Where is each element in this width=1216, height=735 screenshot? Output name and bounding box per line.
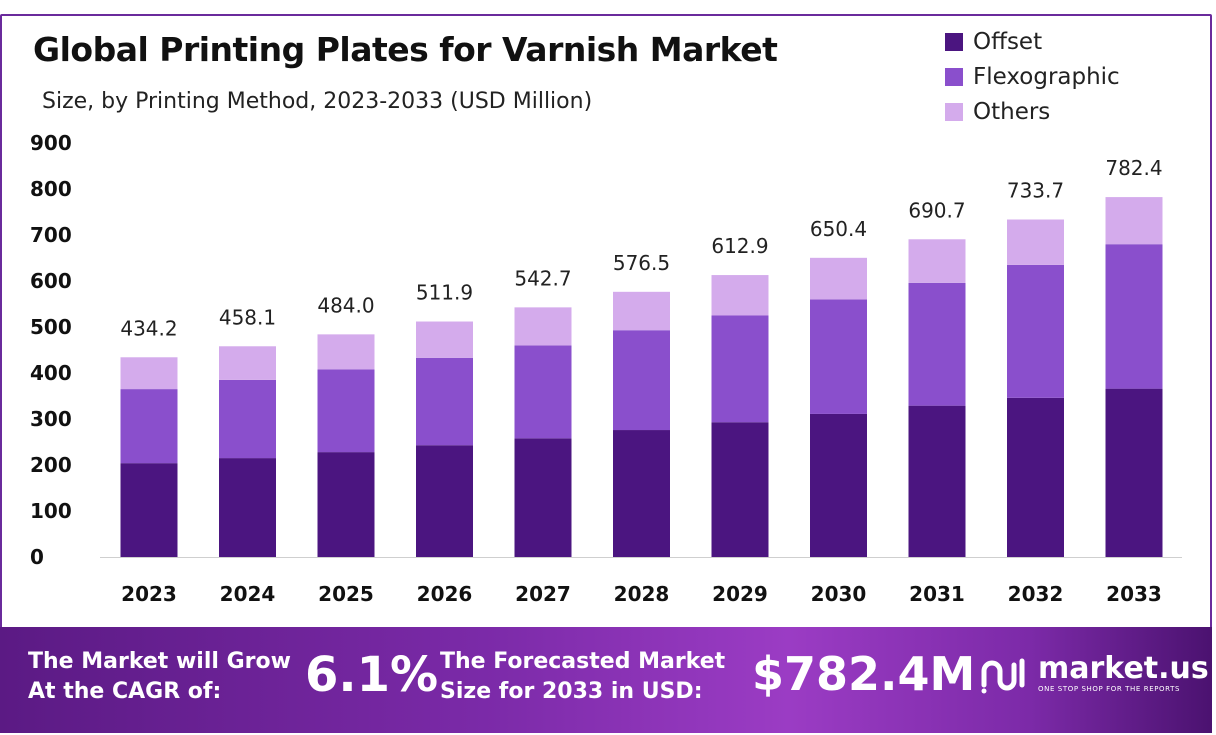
x-tick-label: 2023 [121,582,177,606]
bar-total-label: 458.1 [219,305,276,329]
bar-total-label: 650.4 [810,217,867,241]
cagr-label-line2: At the CAGR of: [28,679,222,704]
x-tick-label: 2032 [1008,582,1064,606]
y-tick-label: 300 [30,407,72,431]
bar-offset-2029 [711,422,769,557]
legend-swatch-others [945,102,963,121]
legend-item-flexographic: Flexographic [945,59,1120,94]
bar-offset-2025 [317,452,375,557]
x-tick-label: 2030 [811,582,867,606]
forecast-label-line2: Size for 2033 in USD: [440,679,703,704]
bar-total-label: 542.7 [514,266,571,290]
x-tick-label: 2028 [614,582,670,606]
bar-offset-2026 [416,445,473,557]
legend-swatch-flexographic [945,67,963,86]
y-tick-label: 900 [30,131,72,155]
bar-flexographic-2033 [1105,244,1163,389]
forecast-label: The Forecasted Market Size for 2033 in U… [440,647,725,707]
bar-total-label: 511.9 [416,281,473,305]
forecast-label-line1: The Forecasted Market [440,649,726,674]
bar-others-2031 [908,239,966,283]
bar-others-2023 [120,357,178,390]
bar-total-label: 690.7 [908,198,965,222]
y-tick-label: 700 [30,223,72,247]
x-tick-label: 2031 [909,582,965,606]
bar-offset-2031 [908,405,966,557]
bar-flexographic-2031 [908,282,966,406]
bar-total-label: 733.7 [1007,178,1064,202]
bar-others-2024 [219,346,276,380]
bar-offset-2023 [120,463,178,557]
legend-item-offset: Offset [945,24,1120,59]
bar-flexographic-2028 [613,330,670,431]
bar-others-2025 [317,334,375,370]
y-tick-label: 0 [30,545,44,569]
cagr-value: 6.1% [305,647,439,703]
y-tick-label: 200 [30,453,72,477]
bar-total-label: 484.0 [317,293,374,317]
bar-total-label: 434.2 [120,316,177,340]
x-tick-label: 2024 [220,582,276,606]
legend: Offset Flexographic Others [945,24,1120,129]
bar-offset-2028 [613,430,670,557]
footer-banner: The Market will Grow At the CAGR of: 6.1… [0,627,1212,733]
bar-total-label: 782.4 [1105,156,1162,180]
legend-swatch-offset [945,32,963,51]
bar-flexographic-2032 [1007,264,1064,398]
bar-flexographic-2025 [317,369,375,453]
y-tick-label: 800 [30,177,72,201]
y-tick-label: 400 [30,361,72,385]
bar-flexographic-2030 [810,299,867,414]
x-tick-label: 2026 [417,582,473,606]
bar-offset-2030 [810,413,867,557]
bar-total-label: 612.9 [711,234,768,258]
x-tick-label: 2029 [712,582,768,606]
bar-flexographic-2024 [219,379,276,459]
bar-others-2026 [416,321,473,358]
legend-label-flexographic: Flexographic [973,63,1120,90]
y-tick-label: 100 [30,499,72,523]
bar-flexographic-2026 [416,357,473,446]
bar-offset-2032 [1007,397,1064,557]
bar-others-2033 [1105,197,1163,245]
cagr-label-line1: The Market will Grow [28,649,291,674]
bar-total-label: 576.5 [613,251,670,275]
bar-others-2029 [711,275,769,316]
bar-offset-2024 [219,458,276,557]
brand-tagline: ONE STOP SHOP FOR THE REPORTS [1038,685,1181,693]
bar-others-2028 [613,291,670,331]
forecast-value: $782.4M [752,647,976,701]
bar-others-2027 [514,307,572,346]
y-tick-label: 500 [30,315,72,339]
legend-label-others: Others [973,98,1051,125]
chart-title: Global Printing Plates for Varnish Marke… [33,30,778,69]
bar-flexographic-2027 [514,345,572,439]
market-us-logo-icon [981,658,1025,694]
cagr-label: The Market will Grow At the CAGR of: [28,647,291,707]
legend-item-others: Others [945,94,1120,129]
bar-offset-2027 [514,438,572,557]
brand-logo: market.us ONE STOP SHOP FOR THE REPORTS [978,651,1209,695]
chart-subtitle: Size, by Printing Method, 2023-2033 (USD… [42,89,593,114]
brand-text: market.us ONE STOP SHOP FOR THE REPORTS [1038,651,1209,694]
bar-others-2030 [810,257,867,300]
x-tick-label: 2025 [318,582,374,606]
x-tick-label: 2033 [1106,582,1162,606]
bar-others-2032 [1007,219,1064,265]
bar-flexographic-2023 [120,389,178,464]
x-tick-label: 2027 [515,582,571,606]
y-tick-label: 600 [30,269,72,293]
bar-offset-2033 [1105,388,1163,557]
brand-name: market.us [1038,651,1209,686]
legend-label-offset: Offset [973,28,1043,55]
bar-flexographic-2029 [711,315,769,423]
